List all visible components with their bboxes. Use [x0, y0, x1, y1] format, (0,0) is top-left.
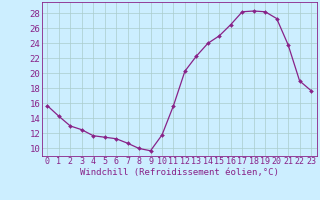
X-axis label: Windchill (Refroidissement éolien,°C): Windchill (Refroidissement éolien,°C) — [80, 168, 279, 177]
